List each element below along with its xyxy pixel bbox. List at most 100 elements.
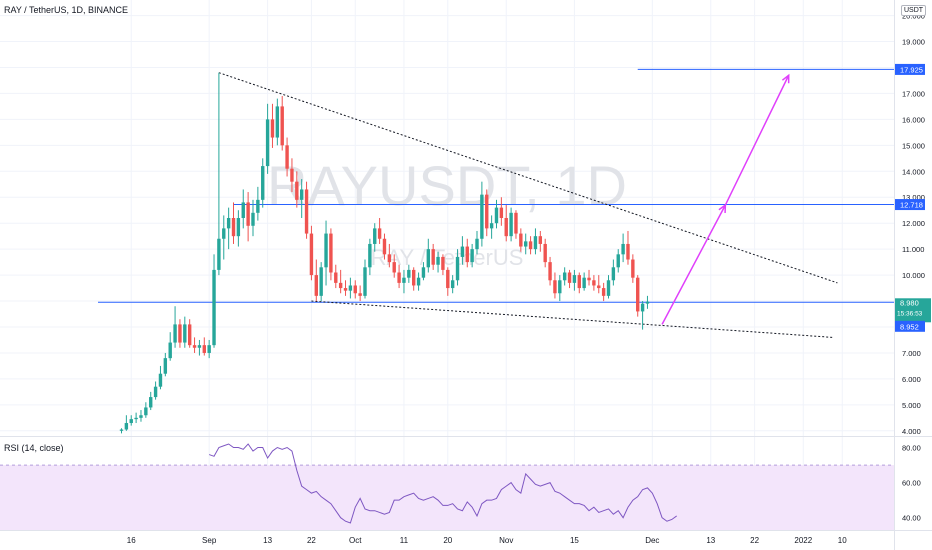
- candle-body: [416, 277, 421, 286]
- candle-body: [241, 202, 245, 218]
- candle-body: [485, 194, 489, 229]
- candle-body: [626, 243, 630, 260]
- candle-body: [236, 218, 241, 237]
- price-tick-label: 11.000: [902, 245, 924, 254]
- candle-body: [397, 272, 401, 283]
- candle-body: [309, 233, 314, 276]
- candle-body: [387, 254, 392, 263]
- candle-body: [524, 241, 528, 247]
- candle-body: [261, 166, 265, 200]
- candle-body: [402, 277, 406, 283]
- candle-body: [412, 269, 416, 286]
- time-tick-label: 22: [307, 536, 316, 545]
- candle-body: [202, 345, 206, 353]
- currency-unit-button[interactable]: USDT: [901, 5, 927, 16]
- candle-body: [582, 277, 586, 289]
- candle-body: [251, 212, 255, 226]
- candle-body: [616, 254, 620, 268]
- candle-body: [421, 267, 426, 278]
- candle-body: [270, 119, 275, 138]
- candle-body: [173, 324, 177, 343]
- candle-body: [139, 415, 143, 418]
- candle-body: [567, 272, 572, 283]
- candle-body: [592, 280, 596, 286]
- candle-body: [149, 397, 153, 408]
- projection-arrowhead-top: [781, 73, 790, 84]
- time-tick-label: Sep: [202, 536, 217, 545]
- candle-body: [514, 212, 518, 234]
- candle-body: [640, 303, 645, 312]
- candle-body: [324, 233, 328, 268]
- candle-body: [611, 267, 616, 281]
- candle-body: [465, 246, 469, 263]
- candle-body: [436, 256, 440, 265]
- candle-body: [353, 285, 357, 294]
- candle-body: [358, 293, 362, 296]
- symbol-title: RAY / TetherUS, 1D, BINANCE: [4, 5, 129, 15]
- candle-body: [226, 218, 231, 229]
- candle-body: [407, 269, 411, 278]
- candle-body: [450, 280, 455, 289]
- price-tick-label: 5.000: [902, 401, 921, 410]
- price-tick-label: 15.000: [902, 141, 925, 150]
- candle-body: [621, 243, 625, 255]
- candle-body: [212, 269, 216, 346]
- price-tick-label: 4.000: [902, 427, 921, 436]
- candle-body: [538, 236, 543, 244]
- candle-body: [124, 423, 129, 430]
- time-tick-label: 15: [570, 536, 579, 545]
- support-price-label: 8.952: [900, 322, 919, 331]
- candle-body: [290, 168, 294, 182]
- lower-trendline: [311, 300, 833, 338]
- upper-trendline: [218, 72, 838, 284]
- candle-body: [348, 285, 353, 291]
- candle-body: [183, 324, 187, 343]
- price-tick-label: 7.000: [902, 349, 921, 358]
- price-tick-label: 10.000: [902, 271, 925, 280]
- candle-body: [178, 324, 182, 343]
- watermark-name: RAY / TetherUS: [371, 245, 524, 270]
- candle-body: [475, 238, 479, 250]
- target-price-label: 17.925: [900, 65, 923, 74]
- price-tick-label: 19.000: [902, 38, 925, 47]
- time-tick-label: 20: [443, 536, 452, 545]
- candle-body: [319, 267, 323, 296]
- price-tick-label: 13.000: [902, 193, 925, 202]
- projection-arrowhead-mid: [718, 203, 727, 214]
- candle-body: [558, 280, 562, 294]
- candle-body: [509, 212, 513, 237]
- candle-body: [519, 233, 523, 247]
- candle-body: [553, 280, 557, 294]
- time-tick-label: 13: [263, 536, 272, 545]
- target-price-label-bg: [895, 63, 925, 75]
- time-tick-label: 22: [750, 536, 759, 545]
- price-tick-label: 14.000: [902, 167, 925, 176]
- candle-body: [543, 243, 547, 263]
- candle-body: [528, 241, 533, 250]
- rsi-tick-label: 60.00: [902, 479, 921, 488]
- candle-body: [187, 324, 192, 346]
- candle-body: [197, 345, 202, 348]
- price-tick-label: 12.000: [902, 219, 925, 228]
- candle-body: [343, 288, 348, 291]
- candle-body: [548, 262, 552, 281]
- candle-body: [606, 280, 611, 296]
- candle-body: [504, 218, 508, 237]
- candle-body: [577, 275, 581, 289]
- rsi-tick-label: 80.00: [902, 444, 921, 453]
- current-price-bg: [895, 298, 931, 323]
- candle-body: [587, 277, 591, 281]
- candle-body: [168, 342, 172, 359]
- resistance-price-label-bg: [895, 199, 925, 211]
- candle-body: [119, 429, 124, 431]
- rsi-tick-label: 40.00: [902, 514, 921, 523]
- candle-body: [572, 275, 577, 283]
- candle-body: [144, 407, 148, 416]
- candle-body: [645, 301, 650, 304]
- candle-body: [494, 207, 499, 224]
- candle-body: [314, 275, 318, 296]
- time-tick-label: Nov: [499, 536, 513, 545]
- candle-body: [562, 272, 567, 281]
- candle-body: [489, 223, 494, 229]
